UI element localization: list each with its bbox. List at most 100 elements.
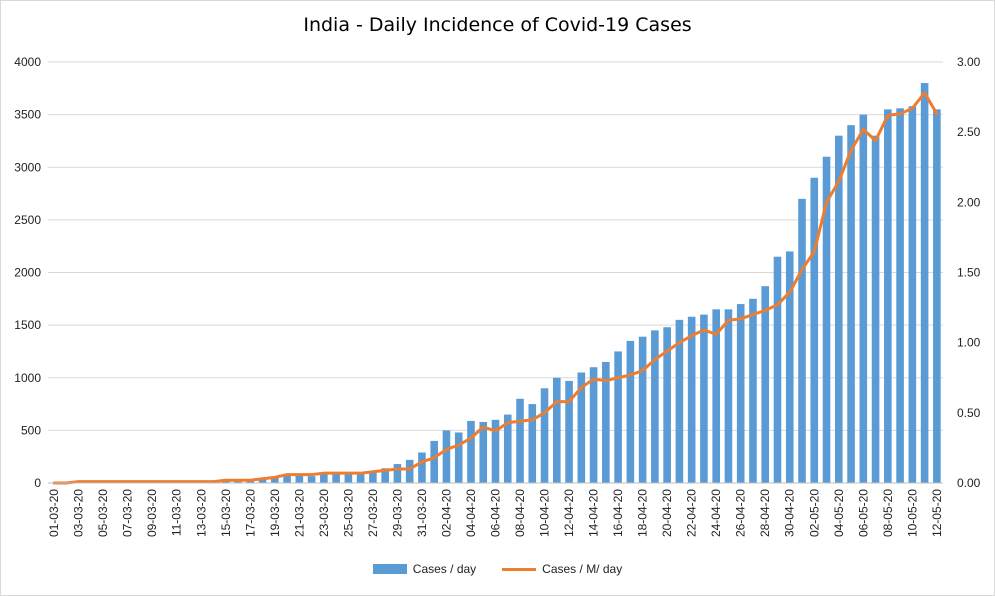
bar (405, 459, 414, 483)
bar (871, 135, 880, 484)
x-tick-label: 14-04-20 (587, 489, 601, 537)
bar (908, 106, 917, 483)
y-right-tick-label: 2.00 (957, 195, 981, 209)
bar (712, 309, 720, 483)
x-tick-label: 01-03-20 (47, 489, 61, 537)
bar (577, 372, 586, 483)
x-tick-label: 04-04-20 (464, 489, 478, 537)
bar (418, 452, 426, 483)
x-tick-label: 09-03-20 (145, 489, 159, 537)
bar (663, 327, 671, 483)
line-series (52, 91, 939, 485)
bar (381, 468, 389, 483)
bar (221, 480, 230, 483)
series-line (52, 91, 939, 485)
y-left-tick-label: 4000 (14, 55, 41, 69)
bar (430, 440, 438, 483)
y-left-tick-label: 0 (34, 476, 41, 490)
bar (258, 479, 267, 483)
bar (307, 476, 316, 483)
y-left-tick-label: 3000 (14, 160, 41, 174)
x-tick-label: 18-04-20 (636, 489, 650, 537)
legend-item-cases-per-day: Cases / day (372, 562, 477, 576)
bar (847, 125, 855, 484)
bar (356, 472, 365, 483)
bar (565, 380, 573, 483)
bar (491, 419, 500, 483)
x-tick-label: 06-04-20 (489, 489, 503, 537)
bar (332, 472, 340, 483)
bar (369, 471, 377, 483)
bar (638, 336, 647, 483)
y-right-tick-label: 2.50 (957, 125, 981, 139)
bar (626, 340, 635, 483)
x-tick-label: 05-03-20 (96, 489, 110, 537)
x-tick-label: 08-04-20 (513, 489, 527, 537)
bar (724, 309, 733, 483)
x-tick-label: 02-05-20 (807, 489, 821, 537)
y-left-tick-label: 2000 (14, 266, 41, 280)
legend-label-cases-per-day: Cases / day (412, 562, 477, 576)
bar (479, 421, 488, 483)
bar (344, 473, 353, 483)
bar (859, 114, 868, 483)
x-tick-label: 10-05-20 (905, 489, 919, 537)
y-left-tick-label: 1500 (14, 318, 41, 332)
axes: 0 500 1000 1500 2000 2500 3000 3500 4000 0.00 0.50… (14, 55, 980, 537)
y-left-tick-label: 2500 (14, 213, 41, 227)
bar (834, 135, 843, 484)
bar (896, 108, 904, 483)
bar (503, 414, 512, 483)
x-tick-label: 03-03-20 (72, 489, 86, 537)
bar (785, 251, 794, 483)
legend: Cases / day Cases / M/ day (0, 562, 995, 576)
bar (687, 316, 696, 483)
bar (442, 430, 451, 483)
legend-label-cases-per-million: Cases / M/ day (542, 562, 623, 576)
x-tick-label: 16-04-20 (611, 489, 625, 537)
x-tick-label: 30-04-20 (783, 489, 797, 537)
x-tick-label: 24-04-20 (709, 489, 723, 537)
x-tick-label: 11-03-20 (170, 489, 184, 536)
x-tick-label: 31-03-20 (415, 489, 429, 537)
bar (553, 377, 561, 483)
x-tick-label: 17-03-20 (243, 489, 257, 537)
x-tick-label: 21-03-20 (292, 489, 306, 537)
x-tick-label: 20-04-20 (660, 489, 674, 537)
bar (920, 83, 929, 484)
bar (516, 398, 524, 483)
x-tick-label: 23-03-20 (317, 489, 331, 537)
bar (467, 420, 475, 483)
bar (700, 314, 708, 483)
bar (651, 330, 659, 483)
x-tick-label: 12-05-20 (930, 489, 944, 537)
bar (283, 474, 291, 483)
bar (528, 404, 537, 483)
bar (822, 156, 831, 483)
y-right-tick-label: 1.50 (957, 266, 981, 280)
gridlines (48, 61, 943, 484)
x-tick-label: 07-03-20 (121, 489, 135, 537)
x-tick-label: 29-03-20 (390, 489, 404, 537)
x-tick-label: 26-04-20 (734, 489, 748, 537)
legend-swatch-bar (372, 564, 407, 574)
x-tick-label: 15-03-20 (219, 489, 233, 537)
bar (675, 319, 684, 483)
bar (798, 198, 806, 483)
bar (540, 388, 549, 483)
bar (773, 256, 782, 483)
bar (320, 473, 328, 483)
y-left-tick-label: 500 (21, 423, 41, 437)
legend-swatch-line (502, 567, 537, 571)
bar (454, 432, 463, 483)
bar-series (62, 83, 941, 484)
x-tick-label: 25-03-20 (341, 489, 355, 537)
x-tick-label: 27-03-20 (366, 489, 380, 537)
x-tick-label: 28-04-20 (758, 489, 772, 537)
x-tick-label: 12-04-20 (562, 489, 576, 537)
y-right-tick-label: 0.50 (957, 406, 981, 420)
bar (589, 367, 598, 483)
x-tick-label: 04-05-20 (832, 489, 846, 537)
bar (749, 298, 757, 483)
